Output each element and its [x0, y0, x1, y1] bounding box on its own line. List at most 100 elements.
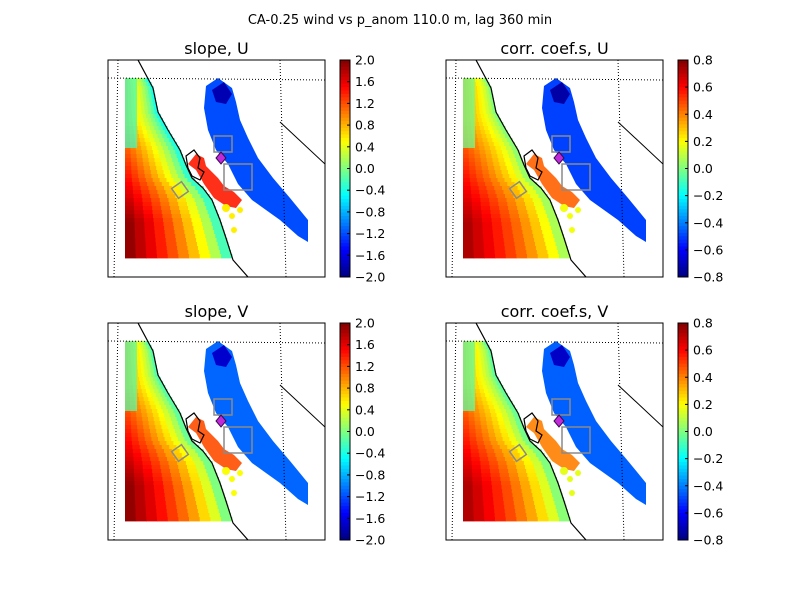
colorbar-tick-label: −0.2	[693, 188, 723, 203]
ocean-cell	[162, 166, 170, 171]
ocean-cell	[463, 421, 470, 426]
ocean-cell	[518, 441, 526, 446]
ocean-cell	[474, 417, 481, 422]
ocean-cell	[145, 389, 151, 394]
ocean-cell	[125, 222, 136, 227]
ocean-cell	[189, 254, 201, 259]
ocean-cell	[502, 493, 514, 498]
field-2	[446, 60, 663, 277]
ocean-cell	[191, 445, 200, 450]
ocean-cell	[180, 178, 188, 183]
ocean-cell	[153, 417, 160, 422]
ocean-cell	[125, 206, 135, 211]
ocean-cell	[168, 409, 174, 414]
ocean-cell	[154, 110, 159, 115]
ocean-cell	[463, 222, 474, 227]
colorbar-segment	[678, 333, 688, 338]
ocean-cell	[199, 214, 210, 219]
ocean-cell	[154, 158, 161, 163]
ocean-cell	[474, 154, 481, 159]
colorbar-segment	[340, 536, 350, 541]
ocean-cell	[504, 242, 516, 247]
colorbar-segment	[678, 239, 688, 244]
ocean-cell	[510, 158, 517, 163]
ocean-cell	[205, 497, 216, 502]
ocean-cell	[490, 150, 498, 155]
colorbar-segment	[340, 428, 350, 432]
ocean-cell	[125, 238, 136, 243]
ocean-cell	[191, 481, 202, 486]
ocean-cell	[133, 198, 143, 203]
ocean-cell	[480, 198, 490, 203]
ocean-cell	[493, 162, 500, 167]
colorbar-segment	[678, 97, 688, 102]
ocean-cell	[542, 202, 553, 207]
ocean-cell	[134, 214, 145, 219]
ocean-cell	[483, 246, 495, 251]
ocean-cell	[508, 473, 519, 478]
ocean-cell	[170, 417, 178, 422]
ocean-cell	[482, 122, 488, 127]
ocean-cell	[142, 90, 146, 95]
ocean-cell	[140, 82, 144, 87]
ocean-cell	[493, 130, 499, 135]
ocean-cell	[125, 218, 136, 223]
ocean-cell	[204, 202, 215, 207]
colorbar-segment	[340, 202, 350, 207]
ocean-cell	[526, 206, 536, 211]
ocean-cell	[177, 246, 189, 251]
colorbar-segment	[340, 458, 350, 463]
ocean-cell	[151, 465, 162, 470]
colorbar-segment	[678, 445, 688, 449]
colorbar-segment	[678, 421, 688, 426]
ocean-cell	[144, 341, 147, 346]
ocean-cell	[170, 154, 178, 159]
colorbar-segment	[678, 407, 688, 412]
ocean-cell	[142, 114, 147, 119]
ocean-cell	[139, 357, 144, 362]
ocean-cell	[166, 441, 174, 446]
ocean-cell	[480, 202, 491, 207]
ocean-cell	[144, 218, 155, 223]
ocean-cell	[216, 238, 228, 243]
ocean-cell	[154, 230, 166, 235]
ocean-cell	[167, 194, 176, 199]
ocean-cell	[487, 98, 491, 103]
ocean-cell	[152, 469, 162, 474]
ocean-cell	[162, 397, 168, 402]
ocean-cell	[137, 162, 144, 167]
ocean-cell	[483, 142, 490, 147]
ocean-cell	[164, 174, 172, 179]
ocean-cell	[179, 206, 189, 211]
ocean-cell	[470, 182, 479, 187]
ocean-cell	[145, 441, 154, 446]
ocean-cell	[509, 405, 515, 410]
colorbar-segment	[340, 232, 350, 237]
colorbar-segment	[340, 492, 350, 497]
ocean-cell	[481, 206, 491, 211]
colorbar-segment	[340, 465, 350, 470]
ocean-cell	[463, 234, 474, 239]
ocean-cell	[181, 429, 188, 434]
colorbar-segment	[340, 519, 350, 524]
ocean-cell	[141, 457, 151, 462]
ocean-cell	[154, 401, 160, 406]
ocean-cell	[463, 505, 474, 510]
ocean-cell	[149, 114, 154, 119]
ocean-cell	[481, 425, 488, 430]
ocean-cell	[517, 206, 527, 211]
ocean-cell	[505, 162, 513, 167]
colorbar-segment	[340, 448, 350, 453]
ocean-cell	[195, 465, 206, 470]
ocean-cell	[495, 254, 507, 259]
ocean-cell	[158, 457, 168, 462]
ocean-cell	[478, 118, 483, 123]
ocean-cell	[557, 513, 569, 518]
ocean-cell	[519, 214, 529, 219]
ocean-cell	[463, 461, 473, 466]
colorbar-segment	[678, 353, 688, 358]
ocean-cell	[528, 214, 539, 219]
ocean-cell	[532, 493, 543, 498]
ocean-cell	[485, 349, 489, 354]
